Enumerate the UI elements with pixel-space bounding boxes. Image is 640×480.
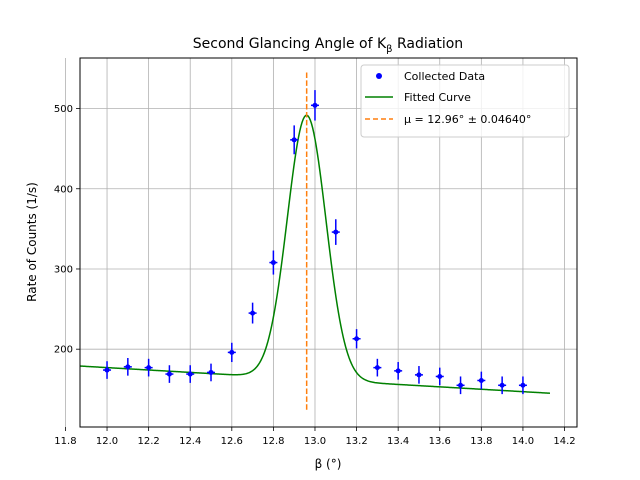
data-point xyxy=(270,260,276,266)
chart-title-end: Radiation xyxy=(393,36,464,52)
axes-frame xyxy=(79,57,578,428)
y-tick-label: 200 xyxy=(54,345,73,356)
data-point xyxy=(187,371,193,377)
data-point xyxy=(146,365,152,371)
data-point xyxy=(458,382,464,388)
x-tick-label: 13.6 xyxy=(429,436,451,447)
x-tick-label: 12.0 xyxy=(96,436,118,447)
data-point xyxy=(166,371,172,377)
data-point xyxy=(312,102,318,108)
legend-frame xyxy=(360,64,570,138)
legend-label-collected-data: Collected Data xyxy=(404,70,485,83)
data-point xyxy=(291,137,297,143)
x-tick-label: 12.8 xyxy=(262,436,284,447)
y-axis-ticks: 200 300 400 500 xyxy=(54,104,80,356)
x-tick-label: 13.8 xyxy=(470,436,492,447)
y-tick-label: 400 xyxy=(54,184,73,195)
fitted-curve-line xyxy=(79,114,551,394)
x-tick-label: 13.4 xyxy=(387,436,409,447)
y-tick-label: 500 xyxy=(54,104,73,115)
legend-label-fitted-curve: Fitted Curve xyxy=(404,91,471,104)
x-tick-label: 13.0 xyxy=(304,436,326,447)
x-axis-label: β (°) xyxy=(315,457,342,471)
y-tick-label: 300 xyxy=(54,264,73,275)
x-tick-label: 11.8 xyxy=(54,436,76,447)
x-tick-label: 12.6 xyxy=(221,436,243,447)
data-point xyxy=(478,377,484,383)
chart-title: Second Glancing Angle of Kβ Radiation xyxy=(193,36,463,55)
data-point xyxy=(104,367,110,373)
data-point xyxy=(416,372,422,378)
x-tick-label: 13.2 xyxy=(345,436,367,447)
data-point xyxy=(437,373,443,379)
legend-marker-collected-data xyxy=(376,73,382,79)
legend: Collected Data Fitted Curve μ = 12.96° ±… xyxy=(360,64,570,138)
x-tick-label: 12.4 xyxy=(179,436,201,447)
x-axis-ticks: 11.8 12.0 12.2 12.4 12.6 12.8 13.0 13.2 13.4 13.6… xyxy=(54,427,576,447)
plot-area xyxy=(65,57,578,428)
x-tick-label: 14.0 xyxy=(512,436,534,447)
legend-label-mean-line: μ = 12.96° ± 0.04640° xyxy=(404,113,531,126)
data-point xyxy=(208,369,214,375)
y-axis-label: Rate of Counts (1/s) xyxy=(25,182,39,302)
x-tick-label: 12.2 xyxy=(137,436,159,447)
data-point xyxy=(499,382,505,388)
data-point xyxy=(333,229,339,235)
data-point xyxy=(520,382,526,388)
data-point xyxy=(125,364,131,370)
data-point xyxy=(229,349,235,355)
data-point xyxy=(250,310,256,316)
data-point xyxy=(354,336,360,342)
x-tick-label: 14.2 xyxy=(553,436,575,447)
data-point xyxy=(374,365,380,371)
chart-title-subscript: β xyxy=(386,44,392,55)
plot-content xyxy=(79,72,551,411)
data-point xyxy=(395,368,401,374)
